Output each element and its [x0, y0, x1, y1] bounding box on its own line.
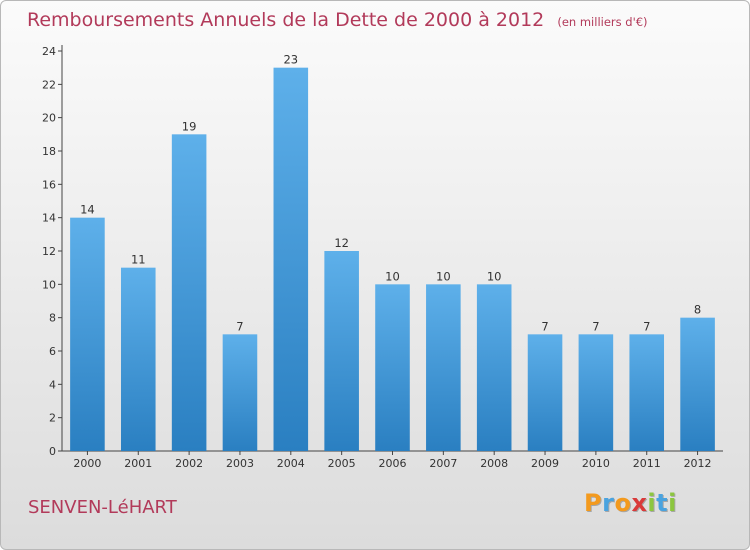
bar-2004: [273, 67, 309, 452]
y-tick-label: 0: [49, 445, 56, 458]
data-label: 7: [592, 319, 599, 333]
bar-2003: [222, 334, 258, 451]
chart-unit: (en milliers d'€): [557, 15, 648, 29]
y-tick-label: 22: [42, 78, 56, 91]
logo-letter: r: [602, 489, 615, 517]
y-tick-label: 18: [42, 145, 56, 158]
commune-name: SENVEN-LéHART: [28, 497, 177, 518]
x-tick-label: 2001: [124, 457, 152, 470]
chart-title-text: Remboursements Annuels de la Dette de 20…: [27, 9, 545, 31]
bar-2005: [324, 251, 359, 451]
data-label: 7: [236, 319, 243, 333]
bar-2009: [527, 334, 563, 451]
x-tick-label: 2010: [582, 457, 610, 470]
bar-2012: [680, 317, 715, 451]
y-tick-label: 16: [42, 178, 56, 191]
x-tick-label: 2005: [328, 457, 356, 470]
bar-2007: [426, 284, 461, 451]
data-label: 7: [643, 319, 650, 333]
logo-letter: i: [647, 489, 657, 517]
x-tick-label: 2002: [175, 457, 203, 470]
data-label: 10: [487, 269, 502, 283]
logo-letter: i: [668, 489, 677, 517]
proxiti-logo[interactable]: Proxiti: [584, 489, 677, 517]
bar-2006: [375, 284, 410, 451]
y-tick-label: 10: [42, 278, 56, 291]
bar-2008: [476, 284, 512, 451]
x-tick-label: 2004: [277, 457, 305, 470]
data-label: 12: [334, 236, 349, 250]
y-tick-label: 12: [42, 245, 56, 258]
chart-title: Remboursements Annuels de la Dette de 20…: [27, 9, 648, 31]
y-tick-label: 24: [42, 45, 56, 58]
x-tick-label: 2006: [379, 457, 407, 470]
y-tick-label: 6: [49, 345, 56, 358]
logo-letter: t: [656, 489, 669, 517]
bar-2001: [120, 267, 156, 451]
logo-letter: x: [631, 489, 648, 517]
data-label: 10: [385, 269, 400, 283]
data-label: 14: [80, 203, 95, 217]
bar-2010: [578, 334, 614, 451]
x-tick-label: 2009: [531, 457, 559, 470]
x-tick-label: 2003: [226, 457, 254, 470]
y-tick-label: 8: [49, 312, 56, 325]
y-tick-label: 14: [42, 212, 56, 225]
x-tick-label: 2000: [73, 457, 101, 470]
data-label: 7: [541, 319, 548, 333]
x-tick-label: 2007: [429, 457, 457, 470]
logo-letter: P: [584, 489, 603, 517]
data-label: 10: [436, 269, 451, 283]
x-tick-label: 2011: [633, 457, 661, 470]
data-label: 19: [182, 119, 197, 133]
data-label: 23: [283, 53, 298, 67]
x-tick-label: 2008: [480, 457, 508, 470]
logo-letter: o: [614, 489, 632, 517]
y-tick-label: 4: [49, 378, 56, 391]
bar-2000: [70, 217, 105, 451]
data-label: 11: [131, 253, 146, 267]
data-label: 8: [694, 303, 701, 317]
x-tick-label: 2012: [684, 457, 712, 470]
bar-2002: [171, 134, 207, 452]
y-tick-label: 2: [49, 412, 56, 425]
y-tick-label: 20: [42, 112, 56, 125]
bar-2011: [629, 334, 665, 451]
